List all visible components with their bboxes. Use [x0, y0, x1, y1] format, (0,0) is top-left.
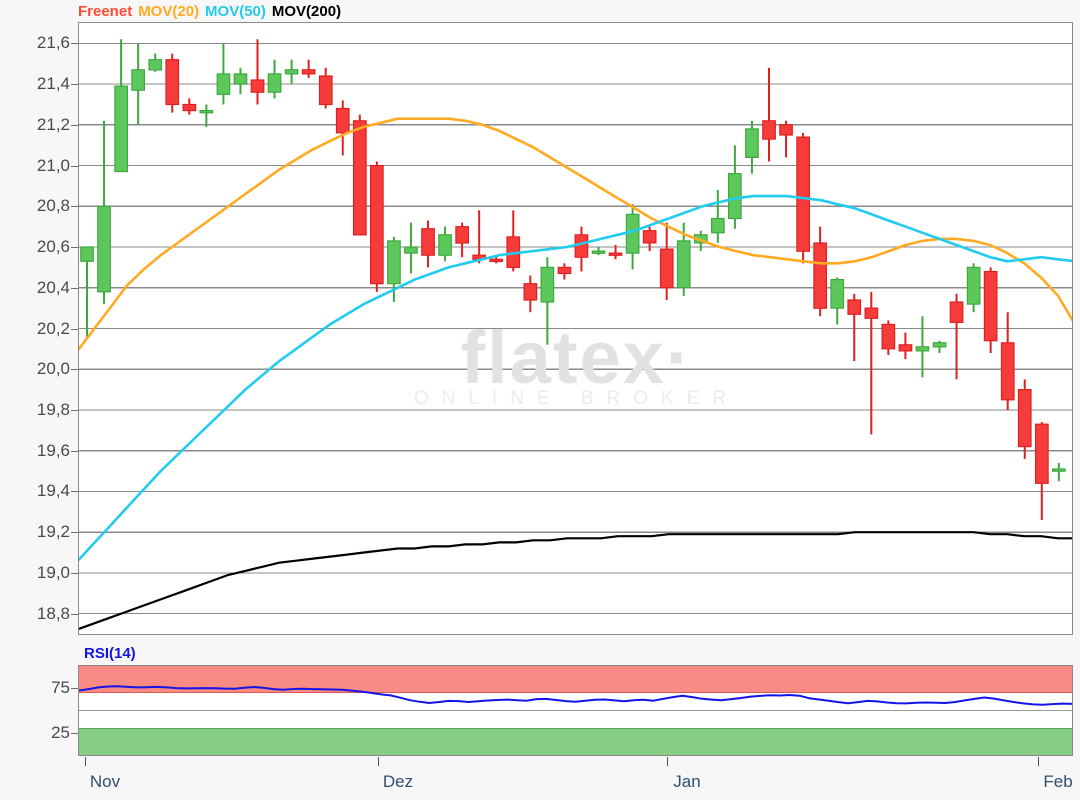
y-axis-label-price: 21,6: [36, 33, 70, 53]
y-axis-tick-price: [71, 410, 78, 411]
x-axis-label: Jan: [673, 772, 701, 791]
y-axis-label-price: 21,0: [36, 155, 70, 175]
y-axis-label-rsi: 75: [51, 678, 70, 698]
y-axis-tick-price: [71, 491, 78, 493]
y-axis-label-price: 20,8: [36, 196, 70, 216]
rsi-chart-panel[interactable]: [78, 665, 1073, 756]
y-axis-label-price: 20,2: [36, 318, 70, 338]
y-axis-label-price: 20,6: [36, 237, 70, 256]
legend-instrument[interactable]: Freenet: [78, 3, 133, 20]
y-axis-label-price: 20,0: [36, 359, 70, 379]
y-axis-label-price: 18,8: [36, 603, 70, 623]
y-axis-tick-price: [71, 328, 78, 330]
y-axis-tick-price: [71, 84, 78, 86]
y-axis-tick-price: [71, 532, 78, 534]
price-chart-panel[interactable]: flatex· ONLINE BROKER: [78, 22, 1073, 635]
x-axis-tick: [378, 757, 379, 766]
x-axis-tick: [85, 757, 86, 766]
y-axis-tick-price: [71, 124, 78, 126]
y-axis-label-rsi: 25: [51, 722, 70, 742]
y-axis-label-price: 19,6: [36, 440, 70, 460]
x-axis-label: Nov: [89, 772, 121, 791]
rsi-title: RSI(14): [84, 645, 136, 662]
y-axis-tick-price: [71, 369, 78, 371]
y-axis-tick-price: [71, 206, 78, 208]
y-axis-label-price: 20,4: [36, 277, 70, 297]
x-axis-tick: [1038, 757, 1039, 766]
y-axis-tick-rsi: [71, 732, 78, 734]
y-axis-tick-price: [71, 287, 78, 289]
x-axis-tick: [667, 757, 668, 766]
y-axis-tick-price: [71, 43, 78, 45]
y-axis-label-price: 21,2: [36, 114, 70, 134]
legend-mov200[interactable]: MOV(200): [271, 3, 342, 20]
y-axis-tick-rsi: [71, 688, 78, 690]
y-axis-tick-price: [71, 613, 78, 615]
y-axis-label-price: 19,8: [36, 400, 70, 419]
x-axis-label: Dez: [382, 772, 414, 791]
y-axis-tick-price: [71, 247, 78, 248]
x-axis-label: Feb: [1043, 772, 1073, 791]
legend-mov50[interactable]: MOV(50): [205, 3, 266, 20]
price-plot: [79, 39, 1072, 630]
rsi-plot: [79, 666, 1072, 755]
y-axis-label-price: 19,0: [36, 562, 70, 582]
y-axis-tick-price: [71, 572, 78, 574]
y-axis-label-price: 21,4: [36, 74, 70, 94]
y-axis-tick-price: [71, 450, 78, 452]
y-axis-label-price: 19,2: [36, 522, 70, 542]
y-axis-tick-price: [71, 165, 78, 167]
chart-legend: Freenet MOV(20) MOV(50) MOV(200): [78, 2, 341, 22]
y-axis-label-price: 19,4: [36, 481, 70, 501]
legend-mov20[interactable]: MOV(20): [138, 3, 200, 20]
